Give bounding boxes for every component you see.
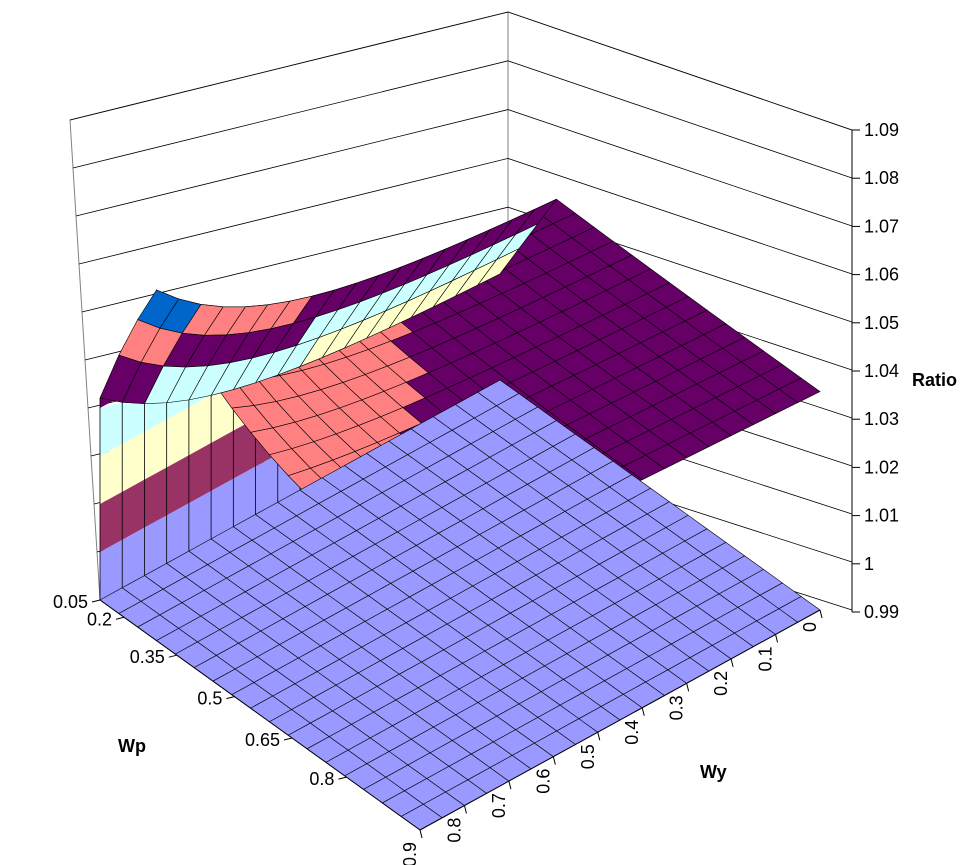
wy-tick-mark [552,756,556,765]
z-tick-label: 0.99 [864,602,899,622]
surface-front-band [144,515,167,576]
surface-face [99,354,142,403]
z-tick-label: 1.02 [864,457,899,477]
wy-tick-mark [775,634,779,643]
surface-front-band [188,395,212,456]
z-axis-title: Ratio [912,370,957,390]
z-tick-label: 1.06 [864,265,899,285]
surface-front-band [166,399,189,420]
surface-front-band [166,503,189,564]
surface-front-band [100,402,123,456]
surface-front-band [122,479,145,540]
wp-tick-label: 0.35 [130,647,165,667]
wy-tick-mark [419,829,423,839]
wy-tick-mark [463,805,467,814]
surface-front-band [211,478,234,539]
wy-tick-mark [508,780,512,790]
wy-axis-ticks: 0.9 0.8 0.7 0.6 0.5 0.4 0.3 0.2 0.1 0 [400,609,823,865]
z-tick-label: 1.07 [864,216,899,236]
z-tick-label: 1.09 [864,120,899,140]
wy-tick-mark [730,658,734,668]
wall-gridline [72,60,853,179]
wall-gridline [69,11,853,131]
wall-gridline [81,206,853,323]
surface-floor [99,379,821,831]
surface-front-band [211,430,234,491]
wy-tick-mark [819,609,823,619]
wp-tick-mark [283,737,293,741]
wp-tick-mark [338,776,347,780]
surface-front-band [122,527,145,588]
surface-front-band [233,418,256,479]
z-tick-label: 1.04 [864,361,899,381]
wp-tick-mark [226,696,235,700]
wy-tick-label: 0.6 [533,769,553,794]
wp-axis-title: Wp [118,736,146,756]
z-tick-label: 1.01 [864,506,899,526]
surface-front-band [100,491,123,552]
surface-front-band [166,407,189,468]
wy-tick-label: 0 [800,622,820,632]
wy-tick-mark [686,683,690,692]
wp-axis-ticks: 0.050.2 0.35 0.5 0.65 0.8 [53,592,347,789]
surface-front-band [100,443,123,504]
z-tick-label: 1 [864,554,874,574]
z-axis-ticks: 0.99 1 1.01 1.02 1.03 1.04 1.05 1.06 1.07 1.08 1.0… [852,120,899,622]
wy-axis-title: Wy [700,762,727,782]
wy-tick-label: 0.8 [444,818,464,843]
wp-tick-mark [168,654,177,658]
wy-tick-label: 0.1 [756,646,776,671]
surface-front-band [122,402,145,444]
surface-front-band [233,466,256,527]
z-tick-label: 1.05 [864,313,899,333]
z-tick-label: 1.08 [864,168,899,188]
wp-tick-label: 0.8 [309,769,334,789]
wp-tick-label: 0.05 [53,592,88,612]
surface-front-band [100,539,123,600]
wp-tick-mark [115,616,125,620]
wall-gridline [75,109,853,227]
surface-front-band [144,467,167,528]
wy-tick-mark [597,732,601,741]
wy-tick-label: 0.9 [400,842,420,865]
surface-front-band [166,455,189,516]
surface-front-band [255,454,278,515]
surface-front-band [188,490,212,552]
wy-tick-mark [641,707,645,716]
wy-axis-line [419,609,821,831]
wy-tick-label: 0.7 [489,793,509,818]
surface-front-band [188,442,212,504]
surface-front-band [144,419,167,480]
wy-tick-label: 0.4 [622,720,642,745]
surface-front-band [144,402,167,432]
surface-front-band [122,431,145,492]
wy-tick-label: 0.3 [667,695,687,720]
wp-tick-label: 0.2 [87,609,112,629]
z-tick-label: 1.03 [864,409,899,429]
wp-tick-mark [91,599,101,603]
wy-tick-label: 0.5 [578,744,598,769]
wy-tick-label: 0.2 [711,671,731,696]
wp-tick-label: 0.65 [245,730,280,750]
wp-tick-label: 0.5 [197,689,222,709]
surface-front-band [188,394,212,408]
wp-axis-line [99,599,421,831]
wall-gridline [78,157,853,275]
